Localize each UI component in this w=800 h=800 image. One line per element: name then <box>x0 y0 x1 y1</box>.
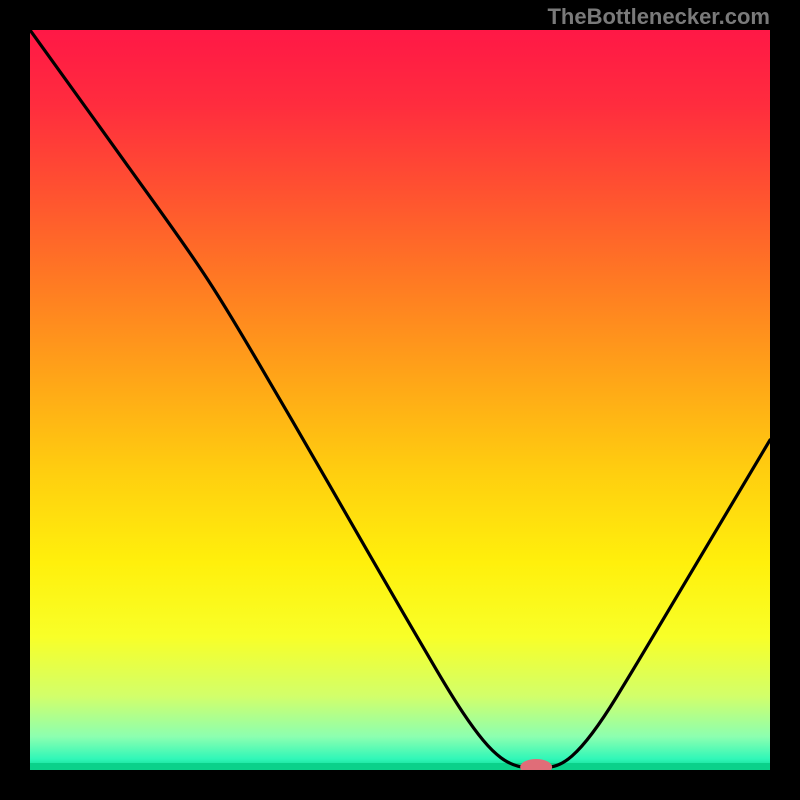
green-baseline-band <box>30 763 770 770</box>
watermark-text: TheBottlenecker.com <box>547 4 770 30</box>
plot-svg <box>30 30 770 770</box>
gradient-background <box>30 30 770 770</box>
plot-area <box>30 30 770 770</box>
